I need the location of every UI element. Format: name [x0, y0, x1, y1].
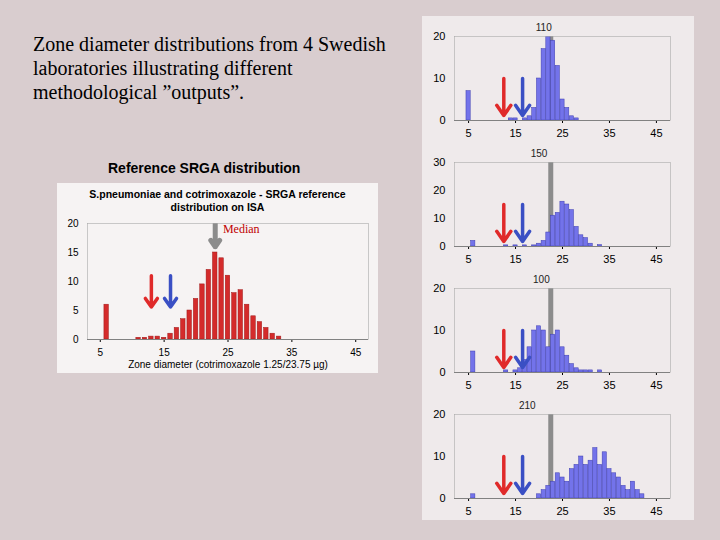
svg-text:25: 25 — [222, 347, 234, 358]
svg-text:Median: Median — [223, 222, 260, 236]
svg-text:25: 25 — [556, 127, 568, 139]
svg-text:10: 10 — [433, 72, 445, 84]
svg-text:10: 10 — [433, 324, 445, 336]
svg-text:10: 10 — [433, 212, 445, 224]
svg-text:100: 100 — [533, 274, 550, 285]
svg-text:5: 5 — [97, 347, 103, 358]
svg-text:Zone diameter (cotrimoxazole 1: Zone diameter (cotrimoxazole 1.25/23.75 … — [128, 359, 328, 370]
svg-text:15: 15 — [509, 127, 521, 139]
svg-text:5: 5 — [466, 505, 472, 517]
svg-text:5: 5 — [466, 253, 472, 265]
svg-text:0: 0 — [439, 240, 445, 252]
svg-text:0: 0 — [439, 492, 445, 504]
svg-text:25: 25 — [556, 253, 568, 265]
html-text:Zone diameter distributions fr: Zone diameter distributions from 4 Swedi… — [33, 33, 386, 103]
svg-text:35: 35 — [603, 505, 615, 517]
svg-text:0: 0 — [439, 366, 445, 378]
svg-text:5: 5 — [466, 127, 472, 139]
svg-text:10: 10 — [67, 276, 79, 287]
svg-text:15: 15 — [509, 253, 521, 265]
svg-text:10: 10 — [433, 450, 445, 462]
svg-text:35: 35 — [603, 127, 615, 139]
svg-text:15: 15 — [509, 379, 521, 391]
svg-text:210: 210 — [519, 400, 536, 411]
svg-text:0: 0 — [73, 334, 79, 345]
html-text:S.pneumoniae and cotrimoxazole: S.pneumoniae and cotrimoxazole - SRGA re… — [89, 188, 346, 213]
svg-text:25: 25 — [556, 379, 568, 391]
svg-text:45: 45 — [650, 127, 662, 139]
svg-text:45: 45 — [350, 347, 362, 358]
svg-text:45: 45 — [650, 253, 662, 265]
svg-text:20: 20 — [433, 30, 445, 42]
svg-text:15: 15 — [509, 505, 521, 517]
svg-text:20: 20 — [433, 184, 445, 196]
svg-text:35: 35 — [603, 379, 615, 391]
svg-text:35: 35 — [603, 253, 615, 265]
svg-text:5: 5 — [73, 305, 79, 316]
svg-text:45: 45 — [650, 379, 662, 391]
svg-text:110: 110 — [536, 22, 552, 33]
svg-text:15: 15 — [67, 247, 79, 258]
svg-text:0: 0 — [439, 114, 445, 126]
svg-text:15: 15 — [159, 347, 171, 358]
svg-text:45: 45 — [650, 505, 662, 517]
svg-text:20: 20 — [67, 218, 79, 229]
svg-text:25: 25 — [556, 505, 568, 517]
svg-text:20: 20 — [433, 408, 445, 420]
svg-text:20: 20 — [433, 282, 445, 294]
html-text:Reference SRGA distribution: Reference SRGA distribution — [108, 160, 301, 176]
svg-text:150: 150 — [531, 148, 548, 159]
svg-text:35: 35 — [286, 347, 298, 358]
svg-text:30: 30 — [433, 156, 445, 168]
svg-text:5: 5 — [466, 379, 472, 391]
